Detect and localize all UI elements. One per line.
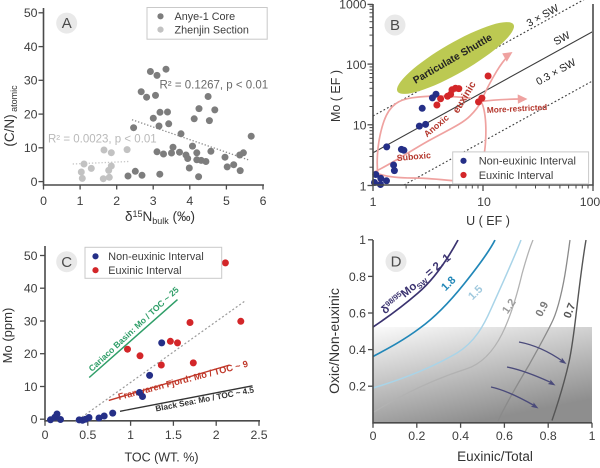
svg-text:10: 10 xyxy=(24,141,38,155)
svg-text:2.5: 2.5 xyxy=(250,428,267,442)
svg-text:10: 10 xyxy=(353,119,367,133)
svg-text:40: 40 xyxy=(24,40,38,54)
svg-text:0: 0 xyxy=(40,194,47,208)
svg-text:0.4: 0.4 xyxy=(349,343,366,357)
svg-text:10: 10 xyxy=(24,380,38,394)
svg-text:30: 30 xyxy=(24,314,38,328)
svg-text:Euxinic Interval: Euxinic Interval xyxy=(108,265,181,277)
svg-text:0.7: 0.7 xyxy=(562,301,579,320)
svg-text:5: 5 xyxy=(223,194,230,208)
svg-text:B: B xyxy=(390,17,400,34)
svg-text:δ15Nbulk (‰): δ15Nbulk (‰) xyxy=(125,209,195,226)
svg-text:0.4: 0.4 xyxy=(452,429,469,443)
svg-text:Oxic/Non-euxinic: Oxic/Non-euxinic xyxy=(326,288,342,394)
svg-text:30: 30 xyxy=(24,74,38,88)
svg-text:1: 1 xyxy=(127,428,134,442)
svg-text:1: 1 xyxy=(370,195,377,209)
svg-text:100: 100 xyxy=(580,195,600,209)
svg-text:A: A xyxy=(62,15,72,32)
svg-text:10: 10 xyxy=(477,195,491,209)
svg-text:2: 2 xyxy=(113,194,120,208)
svg-text:0.2: 0.2 xyxy=(349,380,366,394)
svg-text:4: 4 xyxy=(186,194,193,208)
svg-text:20: 20 xyxy=(24,347,38,361)
svg-text:3: 3 xyxy=(150,194,157,208)
svg-text:0: 0 xyxy=(42,428,49,442)
svg-text:1: 1 xyxy=(360,180,367,194)
svg-text:D: D xyxy=(391,254,402,271)
svg-text:C: C xyxy=(61,254,72,271)
svg-text:2: 2 xyxy=(213,428,220,442)
svg-text:Anye-1 Core: Anye-1 Core xyxy=(175,11,236,23)
svg-text:1.5: 1.5 xyxy=(165,428,182,442)
svg-text:50: 50 xyxy=(24,249,38,263)
svg-text:Non-euxinic Interval: Non-euxinic Interval xyxy=(108,251,203,263)
svg-text:0: 0 xyxy=(31,413,38,427)
svg-text:Euxinic/Total: Euxinic/Total xyxy=(457,449,533,464)
svg-text:R² = 0.1267, p < 0.01: R² = 0.1267, p < 0.01 xyxy=(160,80,269,92)
svg-text:Zhenjin Section: Zhenjin Section xyxy=(175,25,249,37)
svg-text:0.6: 0.6 xyxy=(496,429,513,443)
svg-text:1: 1 xyxy=(359,233,366,247)
svg-text:0: 0 xyxy=(31,175,38,189)
svg-text:50: 50 xyxy=(24,6,38,20)
svg-text:6: 6 xyxy=(260,194,267,208)
svg-text:More-restricted: More-restricted xyxy=(487,102,548,115)
svg-text:0.5: 0.5 xyxy=(79,428,96,442)
svg-text:Mo ( EF ): Mo ( EF ) xyxy=(329,70,343,122)
svg-text:0.8: 0.8 xyxy=(349,270,366,284)
svg-text:1000: 1000 xyxy=(339,0,367,12)
svg-text:1: 1 xyxy=(589,429,596,443)
svg-text:0.6: 0.6 xyxy=(349,306,366,320)
svg-text:1: 1 xyxy=(77,194,84,208)
svg-text:40: 40 xyxy=(24,282,38,296)
svg-text:0.2: 0.2 xyxy=(408,429,425,443)
svg-text:20: 20 xyxy=(24,108,38,122)
svg-text:TOC (WT. %): TOC (WT. %) xyxy=(124,451,198,465)
svg-text:U ( EF ): U ( EF ) xyxy=(466,214,510,228)
svg-text:0: 0 xyxy=(370,429,377,443)
svg-text:Mo (ppm): Mo (ppm) xyxy=(0,308,15,364)
svg-text:Euxinic Interval: Euxinic Interval xyxy=(479,170,554,182)
svg-text:100: 100 xyxy=(346,58,367,72)
svg-text:Non-euxinic Interval: Non-euxinic Interval xyxy=(479,156,576,168)
svg-text:0.8: 0.8 xyxy=(540,429,557,443)
svg-text:R² = 0.0023, p < 0.01: R² = 0.0023, p < 0.01 xyxy=(48,134,157,146)
